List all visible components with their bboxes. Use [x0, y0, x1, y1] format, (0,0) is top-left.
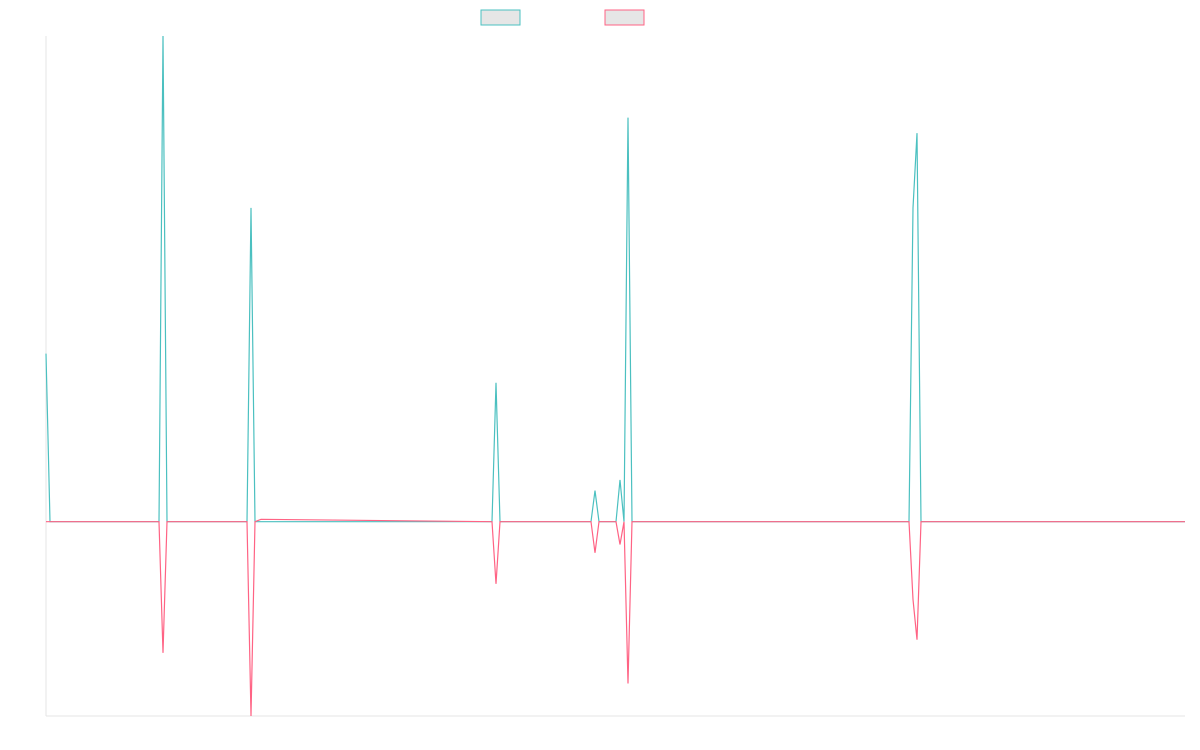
legend-swatch[interactable] [480, 9, 521, 26]
line-series [45, 35, 1185, 523]
legend-swatch[interactable] [604, 9, 645, 26]
line-series [46, 518, 1185, 717]
